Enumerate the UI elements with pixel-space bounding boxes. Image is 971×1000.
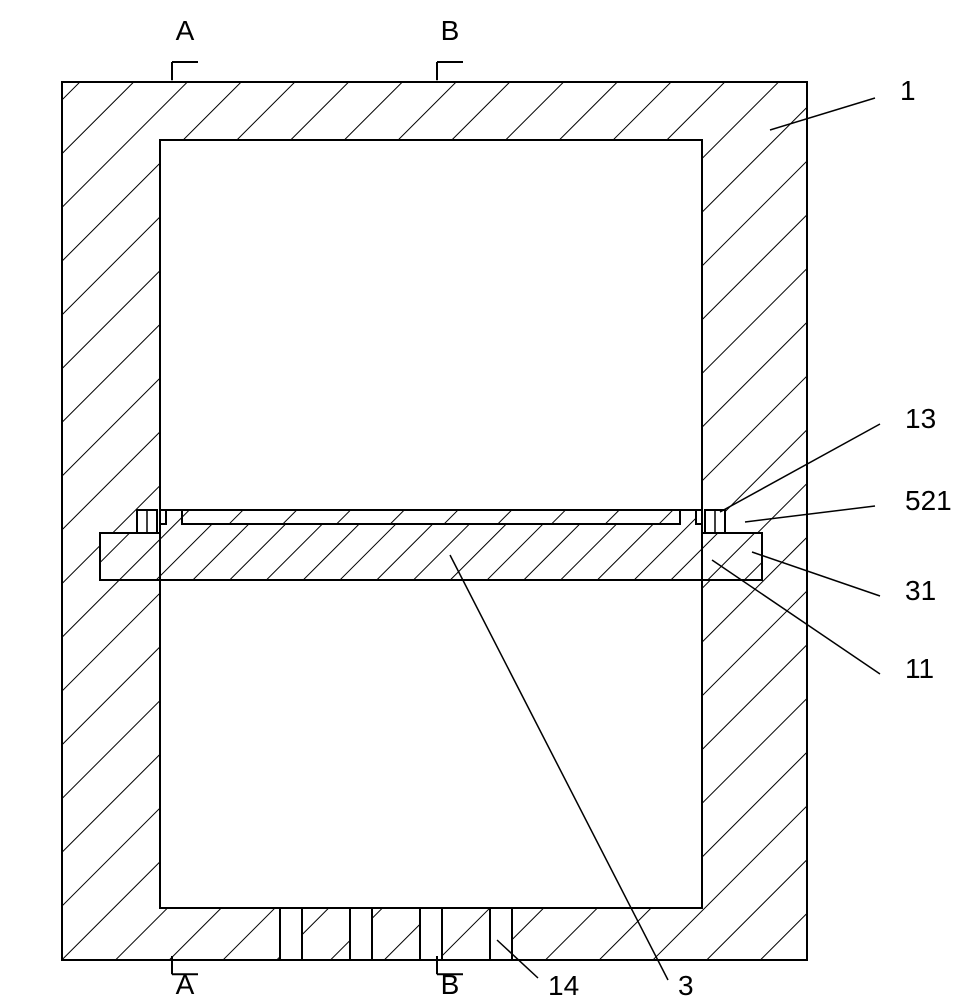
bottom-slot — [420, 908, 442, 960]
section-tick-A-top — [172, 62, 198, 80]
label-521: 521 — [905, 485, 952, 516]
bottom-slot — [280, 908, 302, 960]
upper-cavity-outline — [160, 140, 702, 510]
label-3: 3 — [678, 970, 694, 1000]
bottom-slot — [490, 908, 512, 960]
label-14: 14 — [548, 970, 579, 1000]
section-label-B-top: B — [441, 15, 460, 46]
section-tick-B-top — [437, 62, 463, 80]
label-31: 31 — [905, 575, 936, 606]
label-1: 1 — [900, 75, 916, 106]
bottom-slot — [350, 908, 372, 960]
section-label-A-top: A — [176, 15, 195, 46]
label-13: 13 — [905, 403, 936, 434]
lower-cavity-outline — [160, 580, 702, 908]
label-11: 11 — [905, 653, 934, 684]
